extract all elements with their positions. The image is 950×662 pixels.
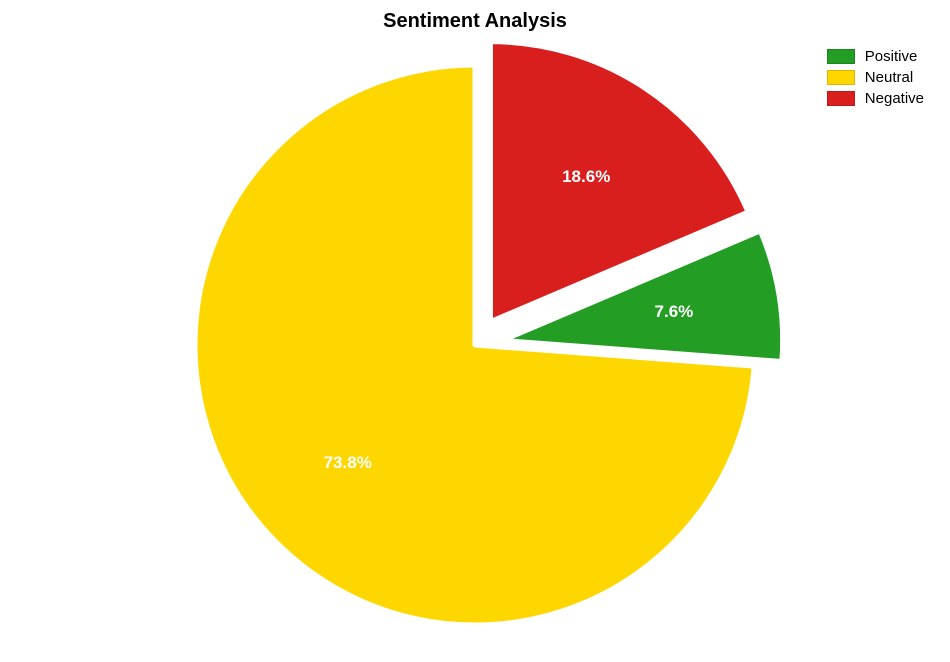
slice-label: 73.8% (324, 453, 372, 473)
pie-chart (0, 0, 950, 662)
legend-label: Negative (865, 90, 924, 107)
legend-item: Positive (827, 48, 924, 65)
legend-swatch (827, 91, 855, 106)
legend-swatch (827, 70, 855, 85)
slice-label: 18.6% (562, 167, 610, 187)
legend-label: Neutral (865, 69, 913, 86)
legend-label: Positive (865, 48, 918, 65)
legend-swatch (827, 49, 855, 64)
slice-label: 7.6% (655, 302, 694, 322)
legend-item: Negative (827, 90, 924, 107)
legend: Positive Neutral Negative (827, 48, 924, 111)
legend-item: Neutral (827, 69, 924, 86)
